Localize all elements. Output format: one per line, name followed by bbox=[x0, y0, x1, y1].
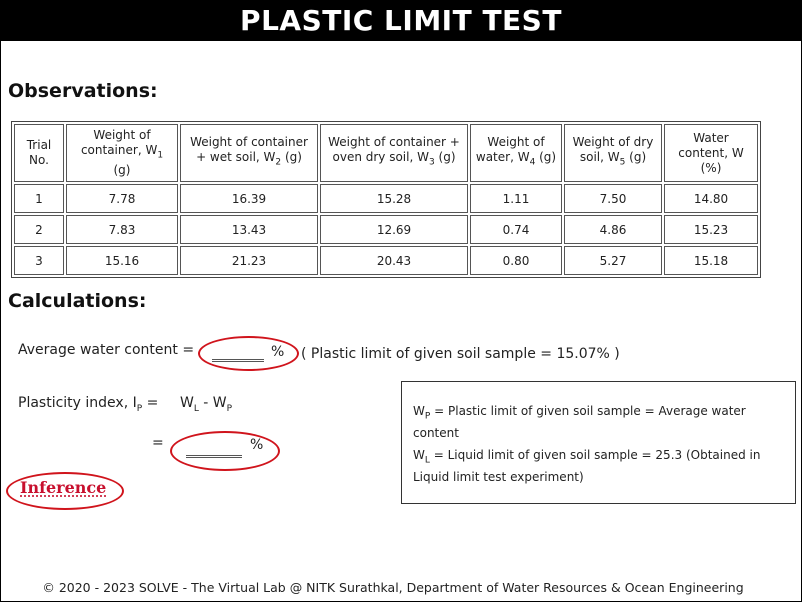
table-cell: 1 bbox=[14, 184, 64, 213]
header-water-content: Water content, W (%) bbox=[664, 124, 758, 182]
header-dry-soil-weight: Weight of dry soil, W5 (g) bbox=[564, 124, 662, 182]
definitions-box: WP = Plastic limit of given soil sample … bbox=[401, 381, 796, 504]
average-water-content-unit: % bbox=[271, 344, 285, 360]
header-container-weight: Weight of container, W1 (g) bbox=[66, 124, 178, 182]
header-wet-soil-weight: Weight of container + wet soil, W2 (g) bbox=[180, 124, 318, 182]
plasticity-index-highlight bbox=[170, 431, 280, 471]
table-cell: 4.86 bbox=[564, 215, 662, 244]
plasticity-index-equals: = bbox=[152, 435, 164, 451]
table-row: 3 15.16 21.23 20.43 0.80 5.27 15.18 bbox=[14, 246, 758, 275]
calculations-heading: Calculations: bbox=[8, 290, 147, 312]
table-cell: 15.23 bbox=[664, 215, 758, 244]
inference-link[interactable]: Inference bbox=[20, 478, 107, 497]
header-trial: Trial No. bbox=[14, 124, 64, 182]
plastic-limit-note: ( Plastic limit of given soil sample = 1… bbox=[301, 346, 620, 362]
table-cell: 3 bbox=[14, 246, 64, 275]
table-row: 2 7.83 13.43 12.69 0.74 4.86 15.23 bbox=[14, 215, 758, 244]
table-cell: 0.80 bbox=[470, 246, 562, 275]
plasticity-index-formula: WL - WP bbox=[180, 395, 233, 414]
table-row: 1 7.78 16.39 15.28 1.11 7.50 14.80 bbox=[14, 184, 758, 213]
table-cell: 16.39 bbox=[180, 184, 318, 213]
plasticity-index-blank[interactable] bbox=[186, 440, 242, 462]
table-cell: 7.50 bbox=[564, 184, 662, 213]
average-water-content-blank[interactable] bbox=[212, 344, 264, 366]
table-cell: 15.16 bbox=[66, 246, 178, 275]
table-cell: 2 bbox=[14, 215, 64, 244]
inference-highlight bbox=[6, 472, 124, 510]
average-water-content-highlight bbox=[198, 336, 299, 371]
table-cell: 15.28 bbox=[320, 184, 468, 213]
table-cell: 1.11 bbox=[470, 184, 562, 213]
table-cell: 21.23 bbox=[180, 246, 318, 275]
table-cell: 7.78 bbox=[66, 184, 178, 213]
header-dry-soil-container-weight: Weight of container + oven dry soil, W3 … bbox=[320, 124, 468, 182]
header-water-weight: Weight of water, W4 (g) bbox=[470, 124, 562, 182]
table-cell: 14.80 bbox=[664, 184, 758, 213]
table-cell: 7.83 bbox=[66, 215, 178, 244]
plasticity-index-label: Plasticity index, IP = bbox=[18, 395, 159, 414]
table-cell: 12.69 bbox=[320, 215, 468, 244]
page-title: PLASTIC LIMIT TEST bbox=[0, 0, 802, 41]
average-water-content-label: Average water content = bbox=[18, 342, 195, 358]
observations-heading: Observations: bbox=[8, 80, 158, 102]
table-cell: 15.18 bbox=[664, 246, 758, 275]
table-header-row: Trial No. Weight of container, W1 (g) We… bbox=[14, 124, 758, 182]
wp-definition: WP = Plastic limit of given soil sample … bbox=[413, 404, 746, 441]
table-cell: 5.27 bbox=[564, 246, 662, 275]
table-cell: 13.43 bbox=[180, 215, 318, 244]
plasticity-index-unit: % bbox=[250, 437, 264, 453]
table-cell: 20.43 bbox=[320, 246, 468, 275]
table-cell: 0.74 bbox=[470, 215, 562, 244]
footer-copyright: © 2020 - 2023 SOLVE - The Virtual Lab @ … bbox=[42, 580, 744, 595]
wl-definition: WL = Liquid limit of given soil sample =… bbox=[413, 448, 761, 485]
observations-table: Trial No. Weight of container, W1 (g) We… bbox=[11, 121, 761, 278]
